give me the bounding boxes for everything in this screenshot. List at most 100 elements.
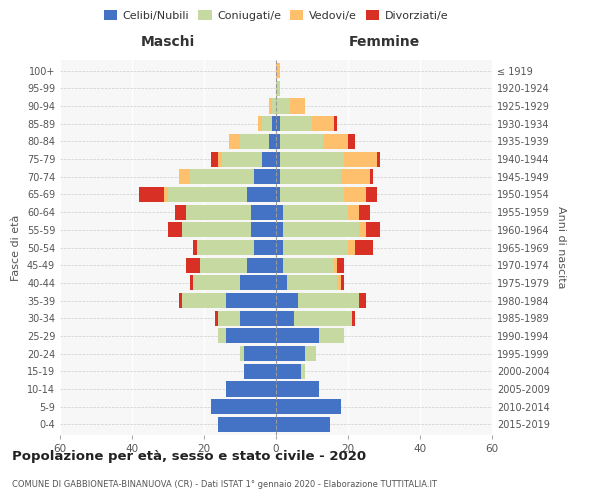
Bar bbox=[276, 382, 319, 396]
Bar bbox=[211, 152, 218, 166]
Bar bbox=[226, 293, 276, 308]
Bar bbox=[276, 169, 280, 184]
Bar bbox=[276, 417, 330, 432]
Bar bbox=[218, 310, 240, 326]
Bar bbox=[211, 399, 276, 414]
Bar bbox=[344, 152, 377, 166]
Bar bbox=[276, 310, 294, 326]
Bar bbox=[258, 116, 262, 131]
Bar bbox=[276, 204, 283, 220]
Bar bbox=[290, 98, 305, 114]
Bar bbox=[269, 98, 272, 114]
Y-axis label: Anni di nascita: Anni di nascita bbox=[556, 206, 566, 289]
Bar bbox=[301, 364, 305, 379]
Bar bbox=[168, 222, 182, 238]
Bar bbox=[348, 204, 359, 220]
Bar bbox=[276, 98, 290, 114]
Bar bbox=[240, 346, 244, 361]
Bar bbox=[280, 187, 344, 202]
Bar bbox=[334, 116, 337, 131]
Bar bbox=[262, 116, 272, 131]
Bar bbox=[377, 152, 380, 166]
Bar bbox=[276, 134, 280, 149]
Bar bbox=[251, 204, 276, 220]
Bar bbox=[247, 187, 276, 202]
Bar bbox=[337, 276, 341, 290]
Bar bbox=[359, 222, 366, 238]
Bar bbox=[280, 134, 323, 149]
Bar bbox=[139, 187, 164, 202]
Bar bbox=[186, 258, 200, 272]
Bar bbox=[276, 222, 283, 238]
Bar bbox=[323, 134, 348, 149]
Bar bbox=[280, 152, 344, 166]
Bar bbox=[197, 240, 254, 255]
Bar bbox=[186, 204, 251, 220]
Bar bbox=[312, 116, 334, 131]
Bar bbox=[294, 310, 352, 326]
Bar bbox=[370, 169, 373, 184]
Bar bbox=[283, 222, 359, 238]
Bar bbox=[226, 328, 276, 344]
Bar bbox=[168, 187, 247, 202]
Text: Femmine: Femmine bbox=[349, 35, 419, 49]
Bar bbox=[229, 134, 240, 149]
Bar bbox=[193, 240, 197, 255]
Text: COMUNE DI GABBIONETA-BINANUOVA (CR) - Dati ISTAT 1° gennaio 2020 - Elaborazione : COMUNE DI GABBIONETA-BINANUOVA (CR) - Da… bbox=[12, 480, 437, 489]
Bar bbox=[240, 134, 269, 149]
Bar bbox=[276, 276, 287, 290]
Bar bbox=[355, 240, 373, 255]
Bar bbox=[179, 293, 182, 308]
Bar bbox=[272, 98, 276, 114]
Y-axis label: Fasce di età: Fasce di età bbox=[11, 214, 21, 280]
Bar bbox=[218, 328, 226, 344]
Bar bbox=[280, 116, 312, 131]
Bar bbox=[179, 169, 190, 184]
Bar bbox=[276, 258, 283, 272]
Bar bbox=[344, 187, 366, 202]
Bar bbox=[366, 187, 377, 202]
Bar bbox=[359, 204, 370, 220]
Bar bbox=[193, 276, 240, 290]
Bar bbox=[276, 399, 341, 414]
Bar bbox=[334, 258, 337, 272]
Bar bbox=[337, 258, 344, 272]
Bar bbox=[341, 276, 344, 290]
Bar bbox=[244, 346, 276, 361]
Bar bbox=[247, 258, 276, 272]
Bar bbox=[366, 222, 380, 238]
Bar bbox=[341, 169, 370, 184]
Bar bbox=[269, 134, 276, 149]
Bar bbox=[283, 240, 348, 255]
Bar bbox=[276, 364, 301, 379]
Bar bbox=[319, 328, 344, 344]
Bar bbox=[244, 364, 276, 379]
Bar bbox=[276, 81, 280, 96]
Bar bbox=[276, 328, 319, 344]
Bar bbox=[254, 169, 276, 184]
Text: Popolazione per età, sesso e stato civile - 2020: Popolazione per età, sesso e stato civil… bbox=[12, 450, 366, 463]
Bar bbox=[164, 187, 168, 202]
Bar bbox=[276, 116, 280, 131]
Bar bbox=[276, 293, 298, 308]
Bar bbox=[240, 310, 276, 326]
Text: Maschi: Maschi bbox=[141, 35, 195, 49]
Bar bbox=[276, 152, 280, 166]
Bar bbox=[287, 276, 337, 290]
Bar bbox=[182, 222, 251, 238]
Bar bbox=[251, 222, 276, 238]
Bar bbox=[215, 310, 218, 326]
Bar bbox=[218, 417, 276, 432]
Bar bbox=[276, 240, 283, 255]
Bar bbox=[240, 276, 276, 290]
Bar bbox=[283, 258, 334, 272]
Bar bbox=[283, 204, 348, 220]
Bar bbox=[276, 346, 305, 361]
Bar bbox=[348, 240, 355, 255]
Bar bbox=[305, 346, 316, 361]
Bar bbox=[359, 293, 366, 308]
Bar bbox=[200, 258, 247, 272]
Bar bbox=[190, 276, 193, 290]
Bar bbox=[262, 152, 276, 166]
Bar bbox=[226, 382, 276, 396]
